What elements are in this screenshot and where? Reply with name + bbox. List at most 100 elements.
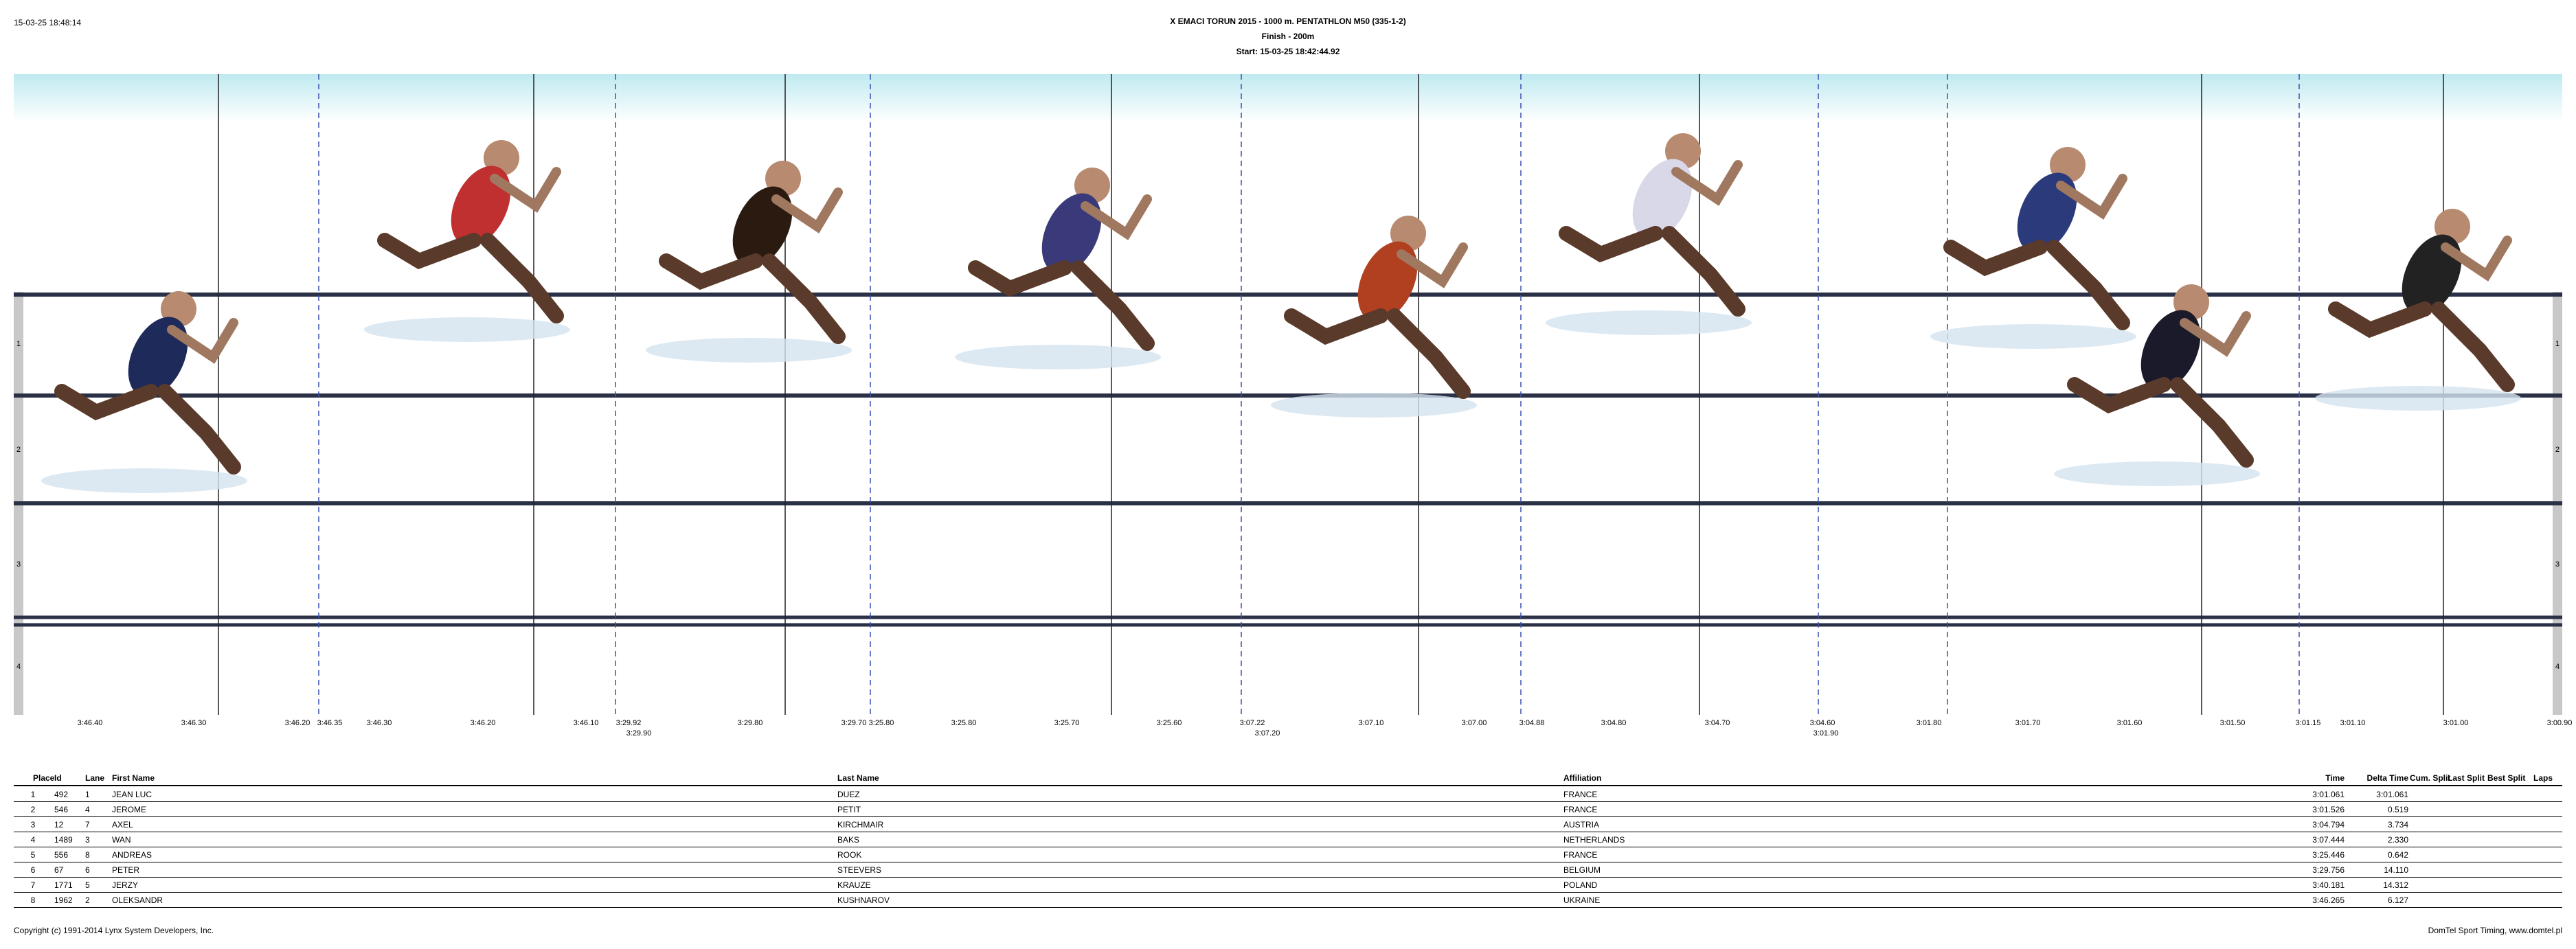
cell: 3:29.756 xyxy=(2312,865,2345,875)
cell: 3:01.526 xyxy=(2312,805,2345,814)
cell: DUEZ xyxy=(837,790,860,799)
runner-arms xyxy=(167,318,238,364)
runner-legs xyxy=(377,233,564,323)
cell: AUSTRIA xyxy=(1563,820,1600,830)
lane-number: 2 xyxy=(16,446,21,454)
runner-arms xyxy=(2056,174,2127,220)
cell: PETIT xyxy=(837,805,861,814)
cell: NETHERLANDS xyxy=(1563,835,1625,845)
runner-torso xyxy=(732,186,793,267)
runner-legs xyxy=(659,253,846,344)
split-lines xyxy=(318,74,2300,715)
cell: 4 xyxy=(85,805,90,814)
cell: OLEKSANDR xyxy=(112,895,163,905)
row-rule xyxy=(14,892,2562,893)
time-label: 3:46.20 xyxy=(471,719,496,727)
cell: 7 xyxy=(85,820,90,830)
runner-shadow xyxy=(955,345,1161,369)
time-label: 3:01.50 xyxy=(2220,719,2246,727)
copyright: Copyright (c) 1991-2014 Lynx System Deve… xyxy=(14,926,214,935)
runner-torso xyxy=(1357,241,1418,322)
time-label: 3:25.80 xyxy=(951,719,977,727)
runner-legs xyxy=(54,384,241,474)
cell: BAKS xyxy=(837,835,860,845)
cell: 0.519 xyxy=(2387,805,2408,814)
cell: KUSHNAROV xyxy=(837,895,890,905)
runner xyxy=(41,291,247,493)
cell: 14.312 xyxy=(2383,880,2408,890)
lane-number: 3 xyxy=(16,560,21,569)
time-label: 3:46.10 xyxy=(574,719,599,727)
runner-shadow xyxy=(1271,393,1477,418)
cell: AXEL xyxy=(112,820,133,830)
runner-arms xyxy=(490,167,561,213)
time-label: 3:04.80 xyxy=(1601,719,1627,727)
cell: 8 xyxy=(85,850,90,860)
time-label: 3:01.60 xyxy=(2117,719,2143,727)
runner-shadow xyxy=(1546,310,1752,335)
cell: 4 xyxy=(30,835,36,845)
column-header: Delta Time xyxy=(2366,773,2408,783)
cell: 6.127 xyxy=(2387,895,2408,905)
runner-torso xyxy=(2017,172,2077,253)
time-label: 3:07.00 xyxy=(1462,719,1487,727)
runner xyxy=(1546,133,1752,335)
cell: 492 xyxy=(54,790,69,799)
cell: 546 xyxy=(54,805,69,814)
column-header: Id xyxy=(54,773,62,783)
cell: 5 xyxy=(30,850,36,860)
time-label: 3:04.60 xyxy=(1810,719,1835,727)
runner-legs xyxy=(968,260,1155,351)
cell: STEEVERS xyxy=(837,865,882,875)
column-header: Last Split xyxy=(2448,773,2485,783)
cell: BELGIUM xyxy=(1563,865,1601,875)
time-label: 3:25.80 xyxy=(869,719,894,727)
cell: 3:01.061 xyxy=(2312,790,2345,799)
time-label: 3:04.88 xyxy=(1519,719,1545,727)
start-time: Start: 15-03-25 18:42:44.92 xyxy=(1236,47,1340,56)
cell: KIRCHMAIR xyxy=(837,820,884,830)
cell: 3:25.446 xyxy=(2312,850,2345,860)
time-label: 3:29.90 xyxy=(626,729,652,738)
cell: FRANCE xyxy=(1563,790,1598,799)
cell: 556 xyxy=(54,850,69,860)
runner-torso xyxy=(128,317,188,398)
cell: 1 xyxy=(85,790,90,799)
cell: 6 xyxy=(85,865,90,875)
column-header: Place xyxy=(33,773,55,783)
runner-legs xyxy=(2067,377,2254,468)
column-header: Last Name xyxy=(837,773,879,783)
cell: ROOK xyxy=(837,850,862,860)
photo-finish: 1 1 2 2 3 3 4 4 3:46.40 3:46.30 3:46.20 3:46.35 3:46… xyxy=(14,74,2573,738)
column-header: First Name xyxy=(112,773,155,783)
time-label: 3:46.30 xyxy=(367,719,392,727)
cell: 12 xyxy=(54,820,64,830)
time-label: 3:01.90 xyxy=(1814,729,1839,738)
cell: 5 xyxy=(85,880,90,890)
cell: 2.330 xyxy=(2387,835,2408,845)
runner-legs xyxy=(1559,226,1745,317)
time-label: 3:46.20 xyxy=(285,719,310,727)
lane-number: 4 xyxy=(2555,663,2560,671)
cell: 1771 xyxy=(54,880,73,890)
runner-shadow xyxy=(364,317,570,342)
cell: 1962 xyxy=(54,895,73,905)
cell: 0.642 xyxy=(2387,850,2408,860)
cell: 3:46.265 xyxy=(2312,895,2345,905)
cell: JEROME xyxy=(112,805,147,814)
cell: 3.734 xyxy=(2387,820,2408,830)
time-label: 3:00.90 xyxy=(2547,719,2573,727)
column-header: Affiliation xyxy=(1563,773,1602,783)
time-label: 3:46.40 xyxy=(78,719,103,727)
runner xyxy=(1271,216,1477,418)
row-rule xyxy=(14,816,2562,817)
runner-arms xyxy=(1397,242,1468,288)
subtitle: Finish - 200m xyxy=(1261,32,1315,41)
runner-shadow xyxy=(2054,461,2260,486)
row-rule xyxy=(14,785,2562,786)
cell: 7 xyxy=(30,880,36,890)
runner-shadow xyxy=(646,338,852,363)
runner-torso xyxy=(2402,234,2462,315)
timestamp: 15-03-25 18:48:14 xyxy=(14,18,82,27)
runner-arms xyxy=(1671,160,1743,206)
